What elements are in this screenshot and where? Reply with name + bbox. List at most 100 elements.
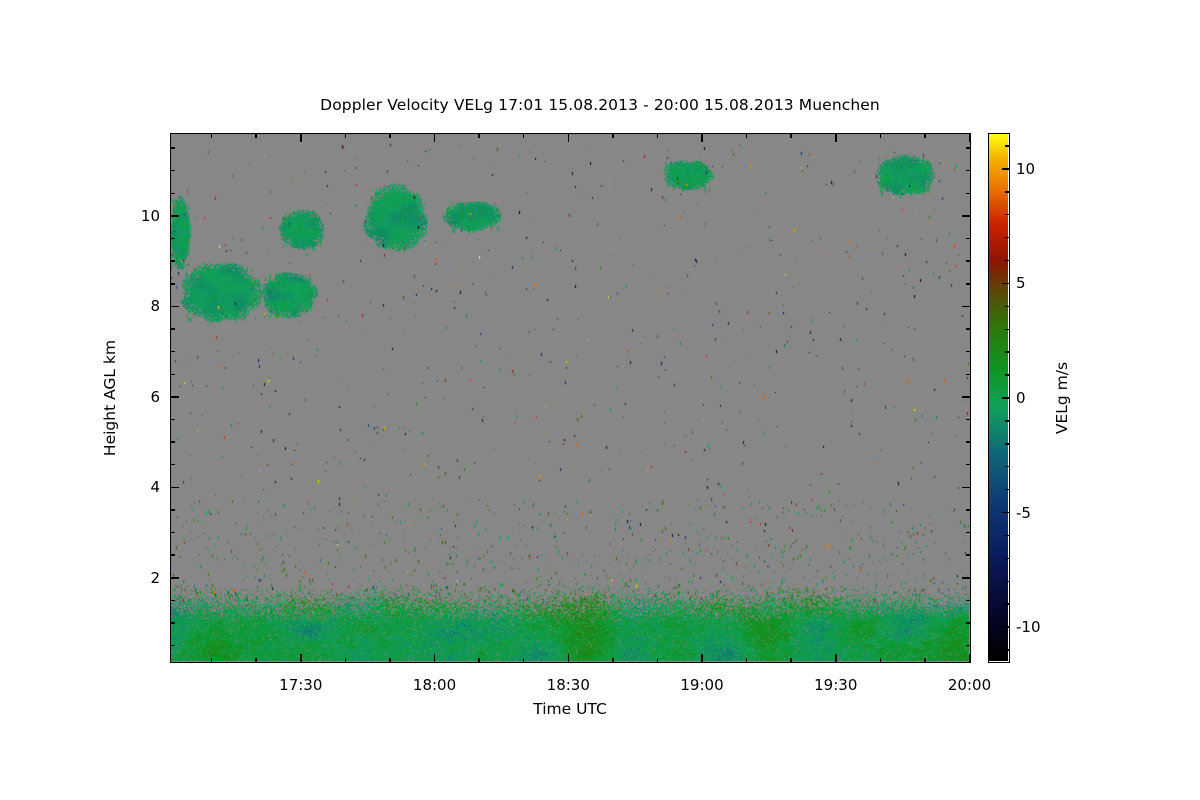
colorbar-tick-label: 10 (1016, 159, 1036, 178)
colorbar-tick--2 (1005, 443, 1010, 445)
colorbar-tick--9 (1005, 603, 1010, 605)
y-tick-4 (170, 486, 179, 489)
x-tick-1180 (879, 658, 882, 663)
x-tick-label: 18:00 (412, 676, 457, 694)
y-axis-title: Height AGL km (101, 339, 119, 457)
x-tick-1130 (656, 658, 659, 663)
y-tick-5 (170, 441, 175, 443)
y-tick-right-2.5 (966, 554, 971, 556)
colorbar-tick-10 (1002, 168, 1010, 170)
x-tick-label: 17:30 (279, 676, 323, 694)
colorbar-tick-label: -10 (1016, 618, 1041, 637)
y-tick-3 (170, 531, 175, 534)
y-tick-9 (170, 260, 175, 262)
x-tick-top-1090 (478, 133, 480, 138)
y-tick-right-1 (966, 622, 971, 624)
x-tick-label: 19:30 (814, 676, 858, 694)
colorbar-tick--10 (1002, 626, 1010, 628)
x-tick-top-1150 (745, 133, 748, 138)
y-tick-right-3 (966, 531, 971, 534)
heatmap-canvas (171, 134, 969, 661)
colorbar-tick--6 (1005, 534, 1010, 537)
y-tick-right-6 (962, 396, 971, 398)
x-tick-1040 (255, 658, 257, 663)
y-tick-right-11 (966, 169, 971, 172)
x-tick-top-1160 (790, 133, 792, 138)
colorbar-tick--7 (1005, 557, 1010, 560)
y-tick-0.5 (170, 644, 175, 647)
x-tick-top-1170 (835, 133, 837, 142)
x-tick-1060 (344, 658, 347, 663)
x-tick-1150 (745, 658, 748, 663)
x-tick-label: 20:00 (947, 676, 992, 694)
y-tick-right-5.5 (966, 418, 971, 421)
y-tick-right-9 (966, 260, 971, 262)
x-tick-top-1100 (522, 133, 525, 138)
y-tick-10.5 (170, 192, 175, 195)
y-tick-4.5 (170, 463, 175, 466)
colorbar-tick-label: -5 (1016, 503, 1031, 522)
y-tick-6.5 (170, 373, 175, 375)
y-tick-7 (170, 350, 175, 353)
x-tick-1030 (210, 658, 213, 663)
y-tick-1.5 (170, 599, 175, 602)
x-tick-top-1060 (344, 133, 347, 138)
y-tick-2 (170, 577, 179, 579)
x-tick-top-1110 (567, 133, 570, 142)
y-tick-right-7.5 (966, 328, 971, 330)
x-tick-top-1140 (701, 133, 703, 142)
colorbar-tick-label: 0 (1016, 389, 1026, 407)
colorbar-tick--5 (1002, 511, 1010, 514)
y-tick-label: 10 (140, 206, 160, 225)
x-axis-title: Time UTC (533, 700, 607, 718)
colorbar-tick-9 (1005, 191, 1010, 193)
x-tick-top-1120 (612, 133, 614, 138)
x-tick-top-1130 (656, 133, 659, 138)
colorbar-tick--1 (1005, 420, 1010, 422)
colorbar-tick-8 (1005, 213, 1010, 216)
colorbar-tick-4 (1005, 305, 1010, 308)
y-tick-right-8.5 (966, 283, 971, 285)
x-tick-label: 18:30 (546, 676, 590, 694)
y-tick-right-6.5 (966, 373, 971, 375)
x-tick-1070 (389, 658, 391, 663)
y-tick-label: 2 (150, 568, 160, 587)
y-tick-7.5 (170, 328, 175, 330)
x-tick-top-1070 (389, 133, 391, 138)
x-tick-1190 (924, 658, 926, 663)
x-tick-top-1050 (300, 133, 302, 142)
colorbar-tick--8 (1005, 580, 1010, 583)
heatmap-plot-area[interactable] (170, 133, 971, 663)
y-tick-2.5 (170, 554, 175, 556)
y-tick-right-1.5 (966, 599, 971, 602)
y-tick-right-4.5 (966, 463, 971, 466)
x-tick-1160 (790, 658, 792, 663)
colorbar-tick-6 (1005, 259, 1010, 262)
x-tick-1170 (835, 654, 837, 663)
x-tick-label: 19:00 (680, 676, 724, 694)
colorbar-tick--3 (1005, 465, 1010, 468)
colorbar-tick-1 (1005, 374, 1010, 376)
y-tick-right-11.5 (966, 147, 971, 149)
x-tick-top-1190 (924, 133, 926, 138)
y-tick-5.5 (170, 418, 175, 421)
x-tick-top-1200 (968, 133, 971, 142)
y-tick-label: 8 (150, 297, 160, 316)
x-tick-1110 (567, 654, 570, 663)
y-tick-right-3.5 (966, 509, 971, 511)
colorbar-tick-5 (1002, 282, 1010, 285)
y-tick-8 (170, 305, 179, 308)
x-tick-top-1180 (879, 133, 882, 138)
y-tick-3.5 (170, 509, 175, 511)
y-tick-right-7 (966, 350, 971, 353)
colorbar-tick-2 (1005, 351, 1010, 353)
y-tick-label: 4 (150, 478, 160, 497)
y-tick-10 (170, 215, 179, 217)
x-tick-1200 (968, 654, 971, 663)
y-tick-right-0.5 (966, 644, 971, 647)
y-tick-right-2 (962, 577, 971, 579)
y-tick-right-9.5 (966, 237, 971, 240)
y-tick-11 (170, 169, 175, 172)
chart-title: Doppler Velocity VELg 17:01 15.08.2013 -… (320, 96, 880, 114)
